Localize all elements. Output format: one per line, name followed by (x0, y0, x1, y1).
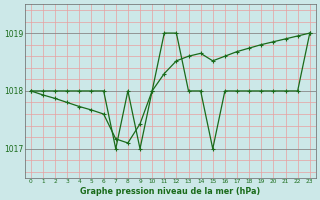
X-axis label: Graphe pression niveau de la mer (hPa): Graphe pression niveau de la mer (hPa) (80, 187, 260, 196)
